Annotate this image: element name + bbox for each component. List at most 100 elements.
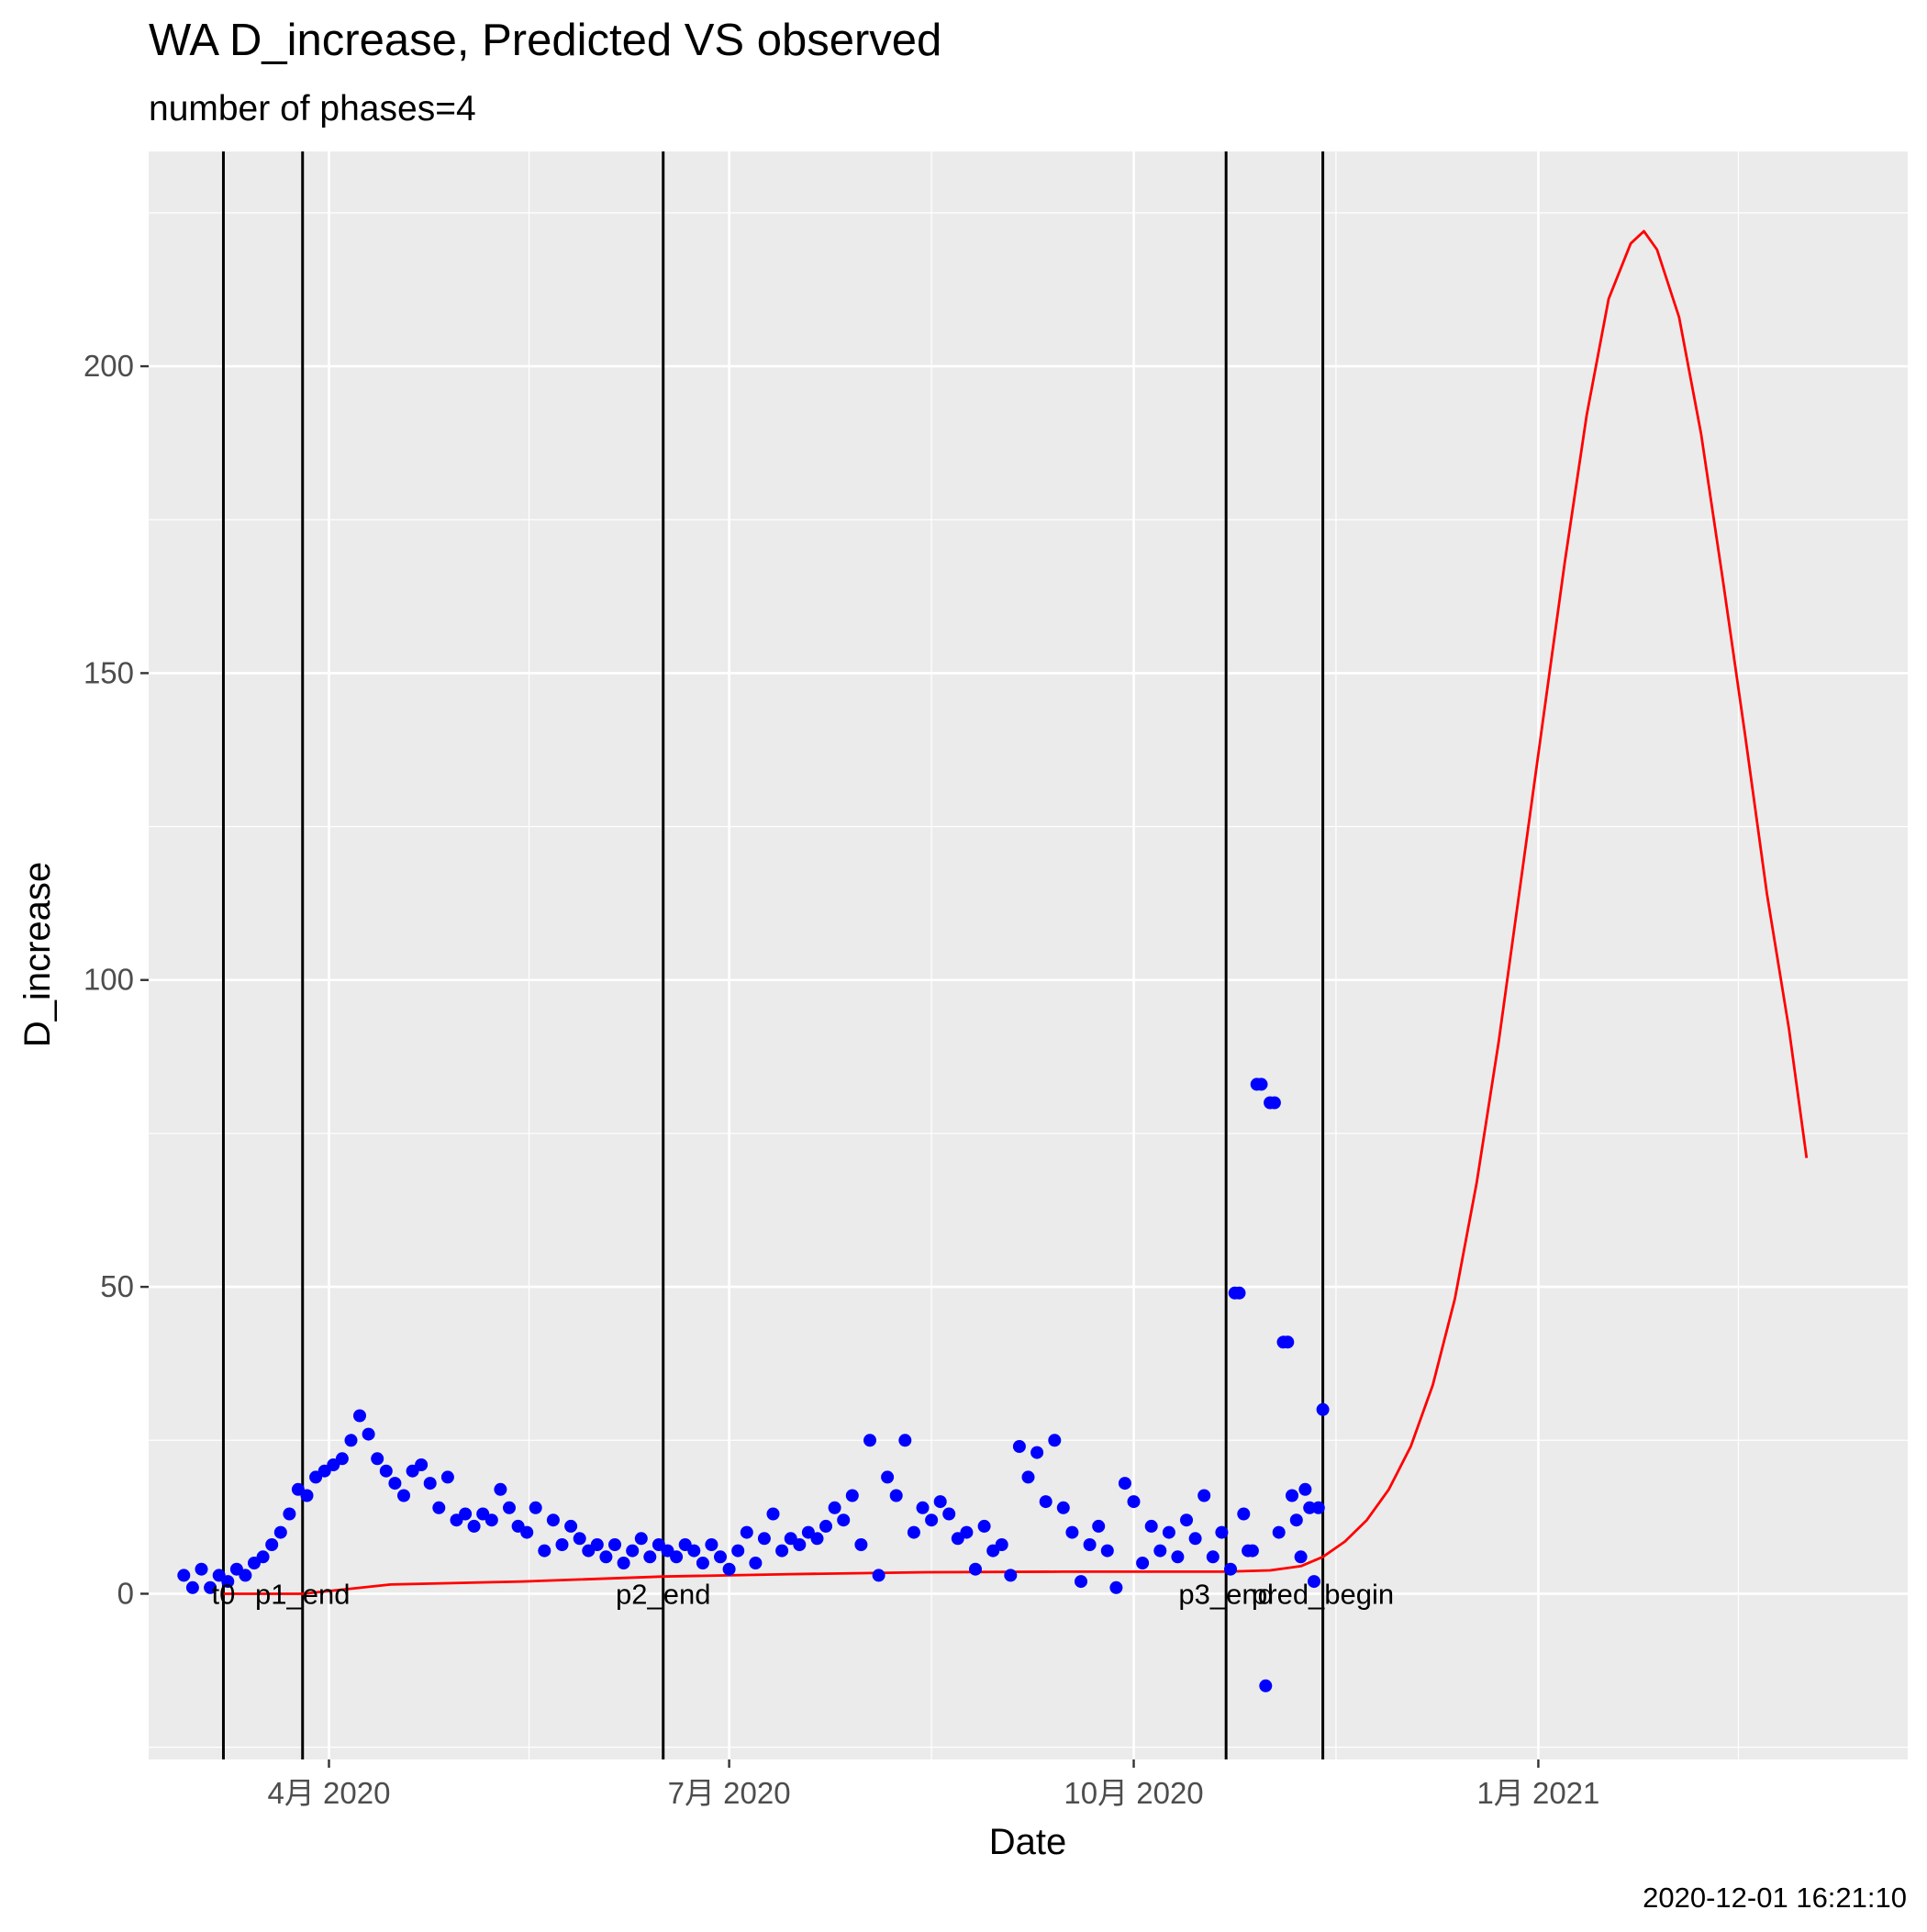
- observed-point: [977, 1519, 991, 1533]
- observed-point: [300, 1489, 314, 1502]
- observed-point: [1180, 1513, 1193, 1527]
- observed-point: [1083, 1538, 1097, 1551]
- observed-point: [643, 1550, 657, 1564]
- observed-point: [538, 1544, 551, 1558]
- observed-point: [854, 1538, 868, 1551]
- x-axis-title: Date: [989, 1822, 1067, 1862]
- grid-lines: [149, 151, 1908, 1759]
- observed-point: [1030, 1446, 1044, 1459]
- observed-point: [766, 1507, 780, 1521]
- y-tick-label: 150: [84, 655, 134, 689]
- observed-point: [1281, 1335, 1295, 1349]
- observed-point: [634, 1532, 648, 1546]
- observed-point: [415, 1458, 429, 1471]
- observed-point: [670, 1550, 684, 1564]
- observed-point: [810, 1532, 824, 1546]
- observed-point: [1232, 1286, 1246, 1300]
- y-tick-label: 0: [117, 1576, 134, 1610]
- x-tick-label: 4月 2020: [268, 1776, 391, 1810]
- observed-point: [494, 1482, 507, 1496]
- x-tick-label: 1月 2021: [1476, 1776, 1599, 1810]
- observed-point: [283, 1507, 296, 1521]
- observed-point: [239, 1569, 252, 1582]
- observed-point: [1272, 1525, 1286, 1539]
- observed-point: [440, 1470, 454, 1484]
- observed-point: [1259, 1679, 1273, 1692]
- observed-point: [335, 1452, 349, 1466]
- phase-label: p2_end: [616, 1578, 710, 1610]
- observed-point: [1092, 1519, 1106, 1533]
- observed-point: [881, 1470, 895, 1484]
- observed-point: [889, 1489, 903, 1502]
- x-tick-label: 10月 2020: [1064, 1776, 1203, 1810]
- observed-point: [995, 1538, 1008, 1551]
- observed-point: [1039, 1495, 1053, 1509]
- observed-point: [185, 1580, 199, 1594]
- observed-point: [1188, 1532, 1202, 1546]
- chart-title: WA D_increase, Predicted VS observed: [149, 16, 941, 65]
- observed-point: [687, 1544, 701, 1558]
- observed-point: [1075, 1575, 1087, 1589]
- observed-point: [1294, 1550, 1308, 1564]
- observed-point: [204, 1580, 217, 1594]
- observed-point: [1237, 1507, 1251, 1521]
- observed-point: [1144, 1519, 1158, 1533]
- observed-point: [1303, 1501, 1317, 1514]
- observed-point: [1286, 1489, 1298, 1502]
- observed-point: [969, 1562, 982, 1576]
- observed-point: [256, 1550, 270, 1564]
- observed-point: [265, 1538, 279, 1551]
- observed-point: [459, 1507, 473, 1521]
- plot-panel: [149, 151, 1908, 1759]
- observed-point: [1245, 1544, 1259, 1558]
- observed-point: [1254, 1078, 1268, 1091]
- observed-point: [626, 1544, 640, 1558]
- observed-point: [907, 1525, 920, 1539]
- observed-point: [617, 1557, 630, 1569]
- y-tick-label: 100: [84, 963, 134, 997]
- observed-point: [837, 1513, 851, 1527]
- observed-point: [1048, 1434, 1062, 1447]
- observed-point: [1004, 1569, 1018, 1582]
- observed-point: [828, 1501, 841, 1514]
- observed-point: [195, 1562, 208, 1576]
- observed-point: [722, 1562, 736, 1576]
- y-tick-label: 50: [100, 1269, 134, 1303]
- observed-point: [1136, 1557, 1150, 1569]
- observed-point: [564, 1519, 578, 1533]
- observed-point: [423, 1477, 437, 1491]
- x-axis: 4月 2020 7月 2020 10月 2020 1月 2021: [268, 1759, 1599, 1810]
- observed-point: [546, 1513, 560, 1527]
- observed-point: [705, 1538, 718, 1551]
- observed-point: [608, 1538, 621, 1551]
- y-axis-title: D_increase: [17, 862, 58, 1047]
- observed-point: [371, 1452, 384, 1466]
- observed-point: [529, 1501, 542, 1514]
- observed-point: [960, 1525, 974, 1539]
- observed-point: [388, 1477, 402, 1491]
- observed-point: [590, 1538, 604, 1551]
- observed-point: [757, 1532, 771, 1546]
- observed-point: [1316, 1402, 1330, 1416]
- observed-point: [740, 1525, 753, 1539]
- observed-point: [1206, 1550, 1220, 1564]
- observed-point: [1289, 1513, 1303, 1527]
- observed-point: [1224, 1562, 1237, 1576]
- observed-point: [1267, 1096, 1281, 1110]
- observed-point: [1012, 1440, 1026, 1453]
- observed-point: [520, 1525, 534, 1539]
- observed-points: [177, 1078, 1330, 1692]
- observed-point: [1162, 1525, 1175, 1539]
- y-tick-label: 200: [84, 349, 134, 383]
- observed-point: [1021, 1470, 1035, 1484]
- observed-point: [485, 1513, 498, 1527]
- observed-point: [942, 1507, 956, 1521]
- phase-label: t0: [212, 1578, 236, 1610]
- observed-point: [1118, 1477, 1131, 1491]
- observed-point: [845, 1489, 859, 1502]
- observed-point: [1308, 1575, 1320, 1589]
- observed-point: [775, 1544, 789, 1558]
- observed-point: [1311, 1501, 1325, 1514]
- observed-point: [714, 1550, 727, 1564]
